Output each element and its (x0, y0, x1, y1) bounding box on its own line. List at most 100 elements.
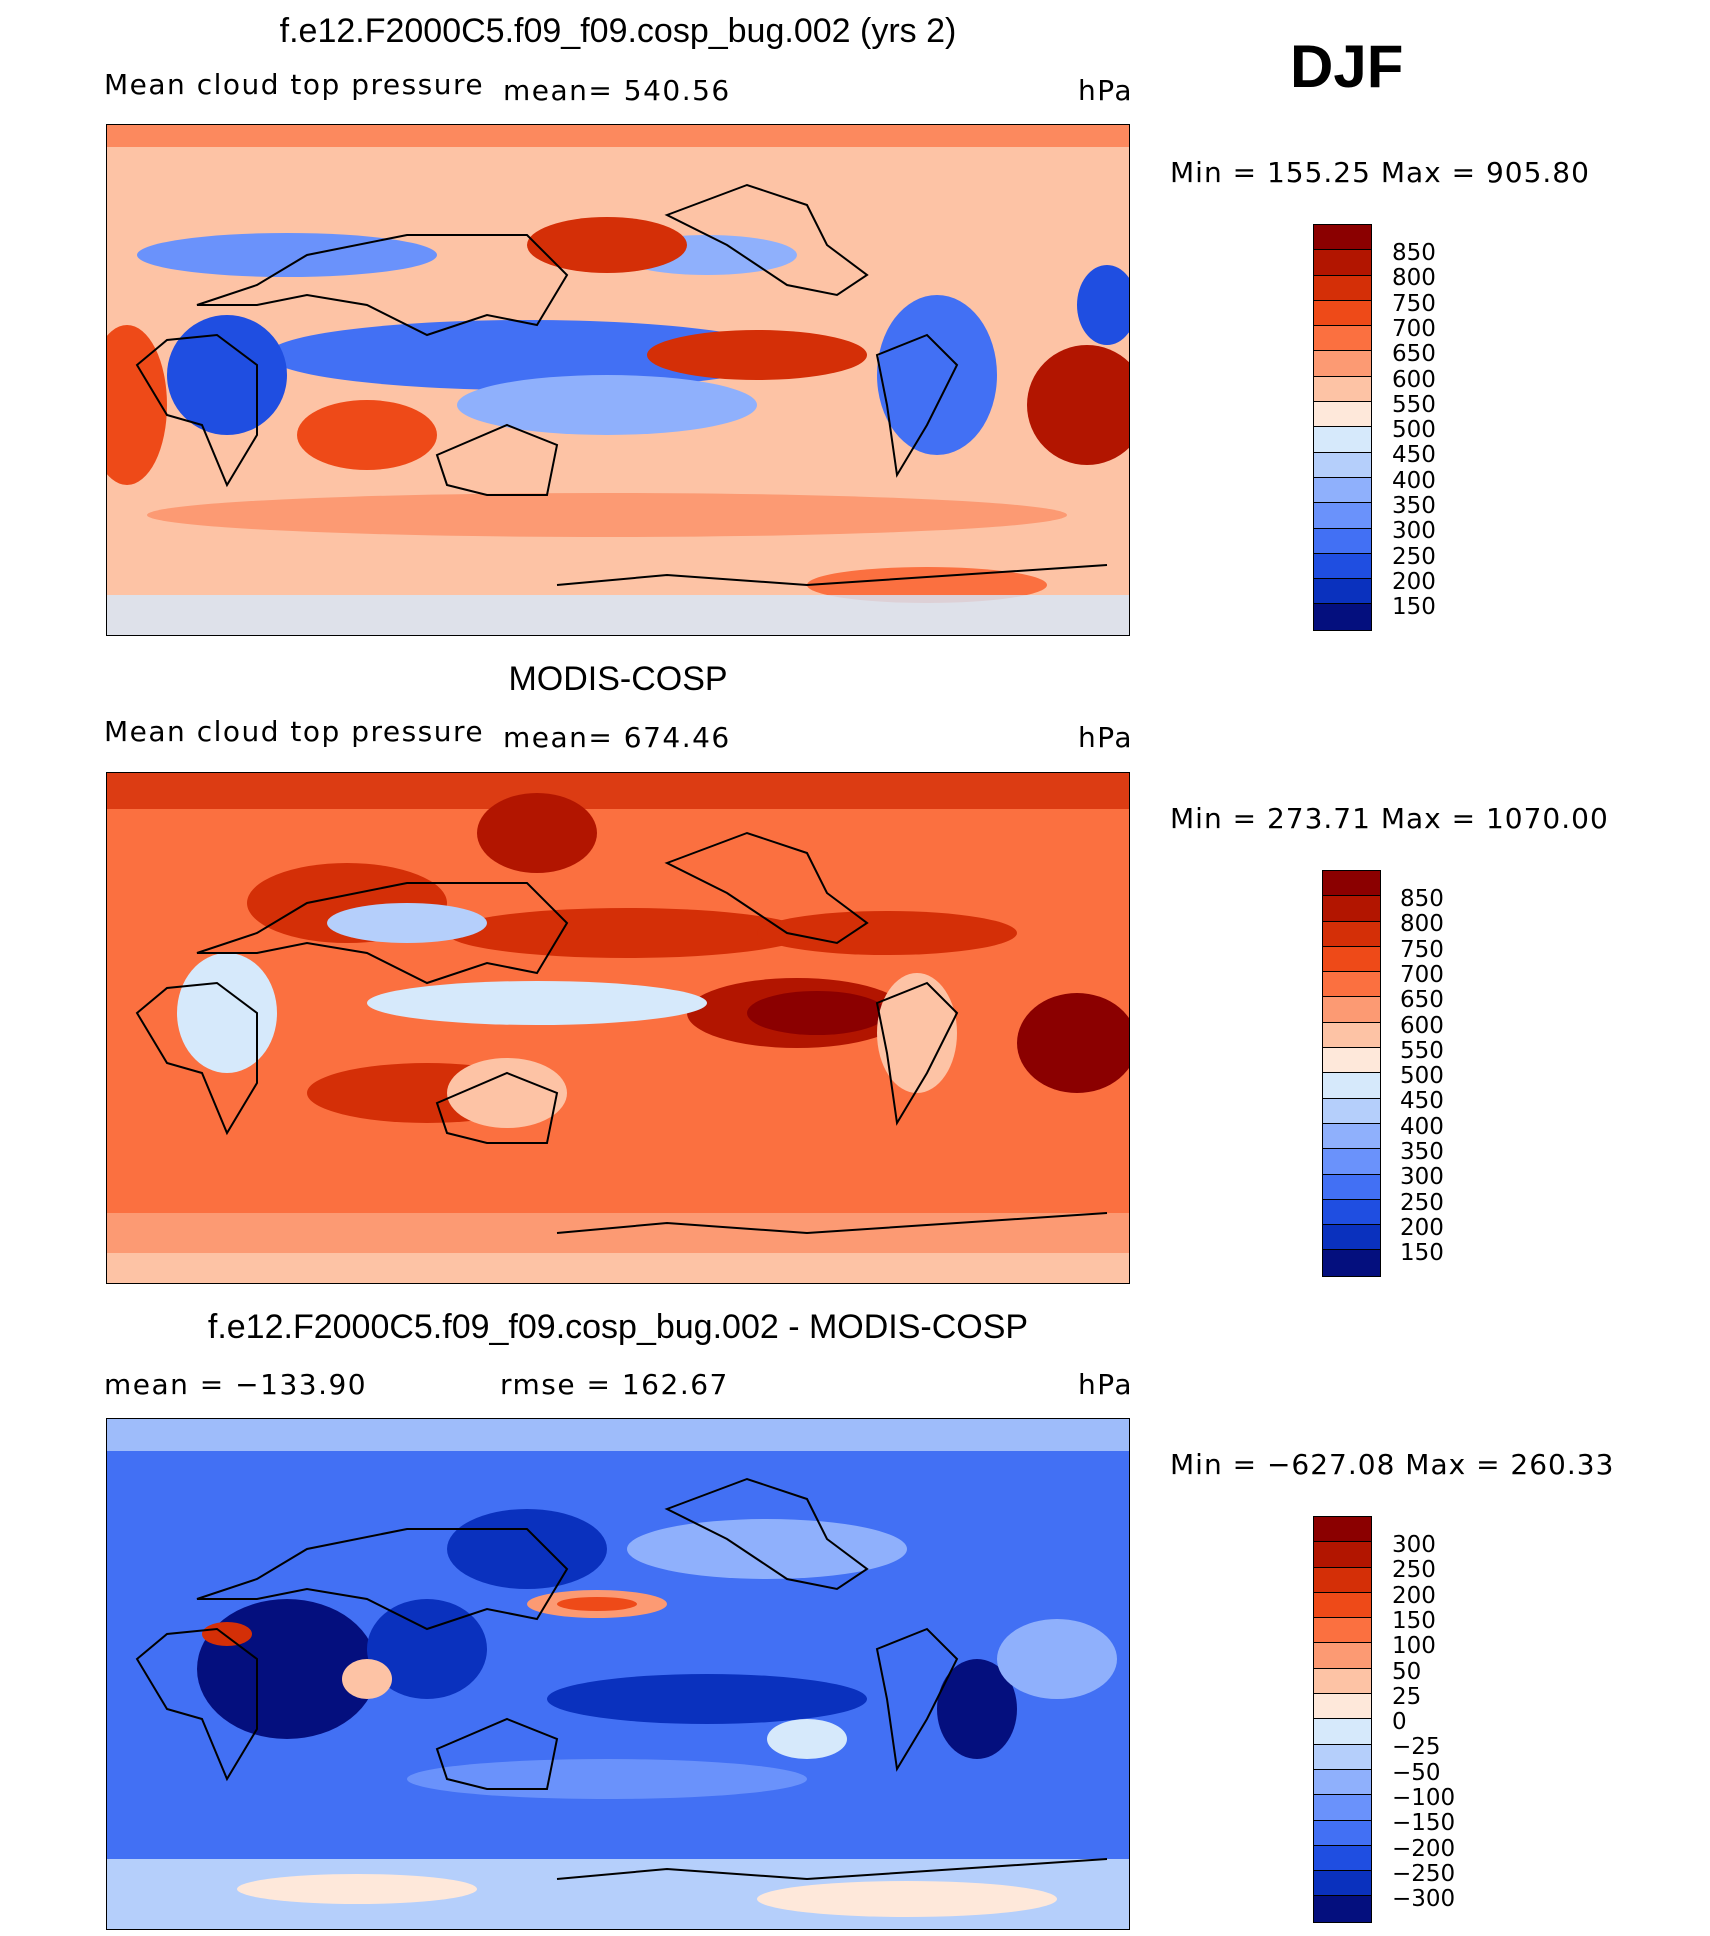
colorbar-label: 250 (1392, 543, 1436, 570)
colorbar-label: 400 (1392, 467, 1436, 494)
colorbar-swatch (1314, 1845, 1371, 1872)
colorbar-swatch (1314, 275, 1371, 301)
colorbar-label: −200 (1392, 1835, 1456, 1862)
colorbar-label: 350 (1392, 493, 1436, 519)
colorbar-label: 300 (1392, 518, 1436, 545)
season-label: DJF (1290, 33, 1404, 100)
colorbar-swatch (1314, 528, 1371, 554)
colorbar-swatch (1314, 1871, 1371, 1897)
colorbar-label: 700 (1400, 961, 1444, 988)
colorbar-label: 500 (1392, 417, 1436, 444)
panel-1-title: f.e12.F2000C5.f09_f09.cosp_bug.002 (yrs … (279, 12, 957, 50)
colorbar-label: 550 (1392, 391, 1436, 418)
colorbar-label: 200 (1392, 1582, 1436, 1609)
colorbar-swatch (1314, 1567, 1371, 1593)
colorbar-label: 600 (1392, 366, 1436, 393)
colorbar-label: 350 (1400, 1139, 1444, 1165)
colorbar-swatch (1314, 1896, 1371, 1922)
colorbar-swatch (1314, 1744, 1371, 1770)
colorbar-swatch (1323, 1073, 1380, 1099)
panel-2-variable: Mean cloud top pressure (104, 715, 485, 748)
colorbar-swatch (1323, 1048, 1380, 1074)
colorbar-label: 100 (1392, 1633, 1436, 1660)
colorbar-swatch (1314, 1795, 1371, 1821)
panel-3-colorbar (1313, 1516, 1372, 1923)
panel-2-units: hPa (1078, 721, 1134, 754)
panel-1-colorbar (1313, 224, 1372, 631)
colorbar-label: 800 (1400, 911, 1444, 938)
colorbar-swatch (1314, 503, 1371, 529)
colorbar-swatch (1314, 427, 1371, 453)
panel-2-mean: mean= 674.46 (503, 721, 731, 754)
colorbar-label: 650 (1400, 987, 1444, 1014)
colorbar-swatch (1314, 326, 1371, 352)
panel-1-mean: mean= 540.56 (503, 74, 731, 107)
colorbar-label: 250 (1400, 1189, 1444, 1216)
colorbar-swatch (1314, 376, 1371, 403)
colorbar-swatch (1323, 1098, 1380, 1124)
colorbar-label: 700 (1392, 315, 1436, 342)
colorbar-swatch (1323, 1174, 1380, 1200)
colorbar-label: −100 (1392, 1785, 1456, 1811)
colorbar-label: 600 (1400, 1012, 1444, 1039)
colorbar-label: 150 (1400, 1240, 1444, 1267)
colorbar-swatch (1314, 1643, 1371, 1669)
colorbar-label: −150 (1392, 1810, 1456, 1837)
colorbar-swatch (1323, 1123, 1380, 1150)
panel-3-minmax: Min = −627.08 Max = 260.33 (1170, 1448, 1615, 1481)
colorbar-label: 150 (1392, 594, 1436, 621)
colorbar-swatch (1314, 553, 1371, 580)
colorbar-swatch (1323, 1199, 1380, 1226)
colorbar-label: 650 (1392, 341, 1436, 368)
colorbar-label: 250 (1392, 1557, 1436, 1584)
colorbar-swatch (1323, 997, 1380, 1023)
colorbar-label: 150 (1392, 1607, 1436, 1634)
colorbar-label: 550 (1400, 1037, 1444, 1064)
colorbar-label: 25 (1392, 1683, 1422, 1710)
colorbar-label: −50 (1392, 1759, 1441, 1786)
colorbar-swatch (1314, 477, 1371, 504)
colorbar-swatch (1314, 1592, 1371, 1619)
colorbar-swatch (1323, 1022, 1380, 1049)
panel-3-rmse: rmse = 162.67 (500, 1368, 729, 1401)
colorbar-label: 850 (1392, 240, 1436, 266)
colorbar-swatch (1314, 579, 1371, 605)
colorbar-label: 800 (1392, 265, 1436, 292)
colorbar-label: 200 (1400, 1214, 1444, 1241)
colorbar-swatch (1323, 871, 1380, 897)
colorbar-swatch (1314, 402, 1371, 428)
colorbar-label: −300 (1392, 1886, 1456, 1913)
colorbar-swatch (1314, 250, 1371, 276)
colorbar-label: 300 (1400, 1164, 1444, 1191)
colorbar-label: 850 (1400, 886, 1444, 912)
panel-2-title: MODIS-COSP (508, 660, 728, 698)
panel-2-minmax: Min = 273.71 Max = 1070.00 (1170, 802, 1609, 835)
colorbar-label: −25 (1392, 1734, 1441, 1761)
panel-3-map (106, 1418, 1130, 1930)
panel-3-title: f.e12.F2000C5.f09_f09.cosp_bug.002 - MOD… (207, 1308, 1029, 1346)
colorbar-label: 50 (1392, 1658, 1422, 1685)
colorbar-swatch (1323, 921, 1380, 947)
colorbar-swatch (1314, 1694, 1371, 1720)
panel-2-map (106, 772, 1130, 1284)
colorbar-label: 750 (1400, 936, 1444, 963)
colorbar-swatch (1314, 604, 1371, 630)
colorbar-swatch (1314, 1542, 1371, 1568)
colorbar-label: 450 (1392, 442, 1436, 469)
panel-1-map (106, 124, 1130, 636)
panel-3-mean: mean = −133.90 (104, 1368, 368, 1401)
colorbar-swatch (1323, 972, 1380, 998)
colorbar-label: 500 (1400, 1063, 1444, 1090)
colorbar-swatch (1314, 1820, 1371, 1846)
colorbar-swatch (1314, 1719, 1371, 1745)
colorbar-swatch (1314, 225, 1371, 251)
colorbar-swatch (1323, 896, 1380, 922)
panel-1-units: hPa (1078, 74, 1134, 107)
colorbar-swatch (1323, 1225, 1380, 1251)
colorbar-label: 450 (1400, 1088, 1444, 1115)
colorbar-swatch (1314, 1769, 1371, 1796)
panel-1-minmax: Min = 155.25 Max = 905.80 (1170, 156, 1590, 189)
panel-2-colorbar (1322, 870, 1381, 1277)
colorbar-swatch (1323, 1149, 1380, 1175)
colorbar-swatch (1314, 1668, 1371, 1695)
